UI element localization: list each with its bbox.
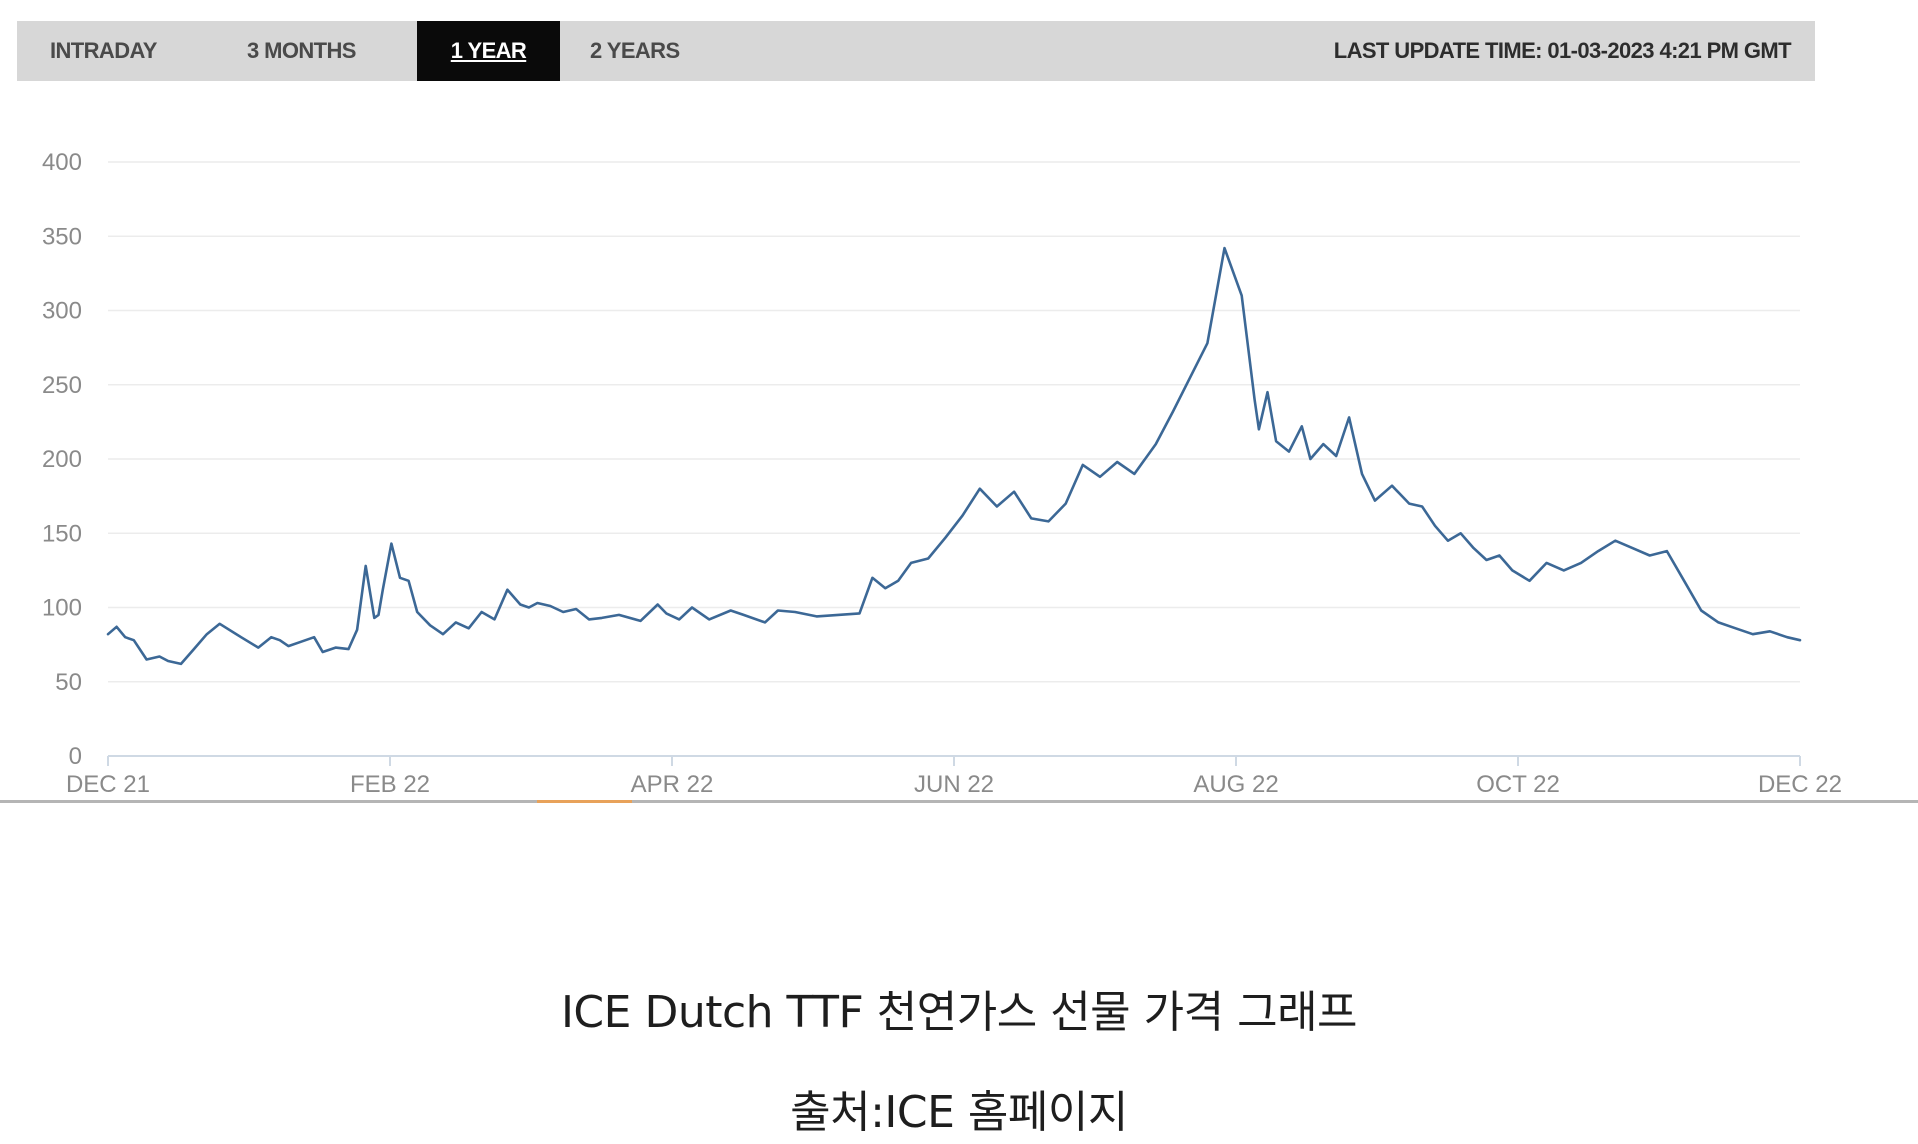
x-tick-label: JUN 22	[914, 771, 994, 798]
x-tick-label: APR 22	[631, 771, 714, 798]
section-divider	[0, 800, 1918, 803]
price-chart: 0 50 100 150 200 250 300 350 400 DEC 21 FEB 22 APR …	[42, 149, 1842, 798]
x-tick-label: DEC 22	[1758, 771, 1842, 798]
y-tick-label: 300	[42, 298, 82, 325]
last-update-time: LAST UPDATE TIME: 01-03-2023 4:21 PM GMT	[1333, 38, 1792, 63]
y-tick-label: 350	[42, 223, 82, 250]
tab-3-months[interactable]: 3 MONTHS	[247, 38, 356, 63]
range-tab-bar: INTRADAY 3 MONTHS 1 YEAR 2 YEARS LAST UP…	[17, 21, 1815, 81]
divider-accent	[537, 800, 632, 803]
y-tick-label: 100	[42, 595, 82, 622]
figure-source: 출처:ICE 홈페이지	[790, 1087, 1128, 1138]
y-tick-label: 400	[42, 149, 82, 176]
y-tick-label: 200	[42, 446, 82, 473]
y-tick-label: 250	[42, 372, 82, 399]
tab-1-year[interactable]: 1 YEAR	[417, 21, 560, 81]
y-tick-label: 0	[69, 743, 82, 770]
tab-2-years[interactable]: 2 YEARS	[590, 38, 680, 63]
tab-intraday[interactable]: INTRADAY	[50, 38, 157, 63]
price-series-line	[106, 246, 1802, 666]
y-tick-label: 50	[55, 669, 82, 696]
x-tick-label: AUG 22	[1193, 771, 1278, 798]
y-tick-label: 150	[42, 520, 82, 547]
x-tick-label: DEC 21	[66, 771, 150, 798]
figure-caption: ICE Dutch TTF 천연가스 선물 가격 그래프	[560, 987, 1358, 1038]
x-tick-label: FEB 22	[350, 771, 430, 798]
x-tick-label: OCT 22	[1476, 771, 1560, 798]
